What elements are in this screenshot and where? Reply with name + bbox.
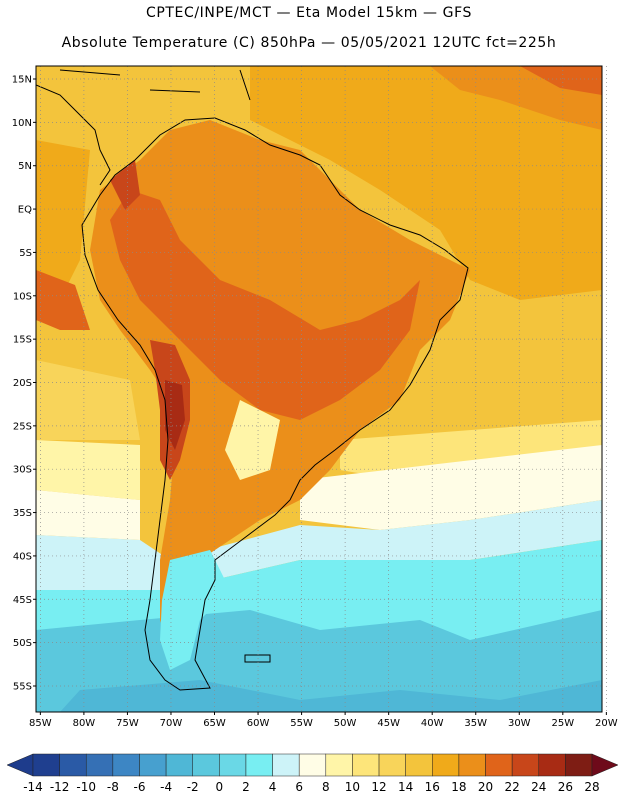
colorbar-cell <box>325 753 353 777</box>
field-north-andes <box>110 160 140 210</box>
field-patagonia <box>160 550 230 670</box>
colorbar-cell <box>565 753 593 777</box>
colorbar-label: -12 <box>50 780 70 794</box>
lon-tick-label: 80W <box>73 718 96 729</box>
lat-tick-label: 35S <box>13 508 32 519</box>
colorbar-cell <box>511 753 540 777</box>
colorbar-cell <box>538 753 566 777</box>
lon-tick-label: 60W <box>247 718 270 729</box>
field-ocean-ne <box>250 66 602 300</box>
central-america-coastline <box>36 84 111 186</box>
lat-tick-label: 25S <box>13 421 32 432</box>
south-america-coastline <box>81 117 469 691</box>
colorbar-cell <box>458 753 486 777</box>
colorbar-label: -14 <box>23 780 43 794</box>
lon-tick-label: 65W <box>203 718 226 729</box>
colorbar-label: 18 <box>451 780 466 794</box>
colorbar-label: -8 <box>107 780 119 794</box>
colorbar-label: 24 <box>531 780 546 794</box>
map-frame <box>35 65 603 713</box>
caribbean-islands <box>59 69 251 101</box>
colorbar-cell <box>32 753 60 777</box>
field-cold-deep <box>60 680 602 712</box>
colorbar-label: -6 <box>133 780 145 794</box>
lat-tick-label: 10S <box>13 291 32 302</box>
axis-ticks: 15N 10N 5N EQ 5S 10S 15S 20S 25S 30S 35S 40S 45S 50S 5… <box>12 75 618 729</box>
lon-tick-label: 75W <box>116 718 139 729</box>
colorbar-cell <box>352 753 380 777</box>
colorbar-label: -2 <box>187 780 199 794</box>
lon-tick-label: 45W <box>377 718 400 729</box>
field-ocean-yellow <box>36 360 140 440</box>
colorbar-label: 26 <box>558 780 573 794</box>
map-title: CPTEC/INPE/MCT — Eta Model 15km — GFS <box>145 5 473 21</box>
field-ocean-ne-hotter <box>520 66 602 95</box>
field-atlantic-cream <box>300 445 602 530</box>
lat-tick-label: 10N <box>12 118 32 129</box>
colorbar-cell <box>245 753 273 777</box>
colorbar-label: 22 <box>505 780 520 794</box>
field-pacific-hot <box>36 270 90 330</box>
lon-tick-label: 55W <box>290 718 313 729</box>
lon-tick-label: 20W <box>595 718 618 729</box>
field-pacific-light <box>36 490 140 540</box>
field-andes-peak <box>165 380 185 450</box>
lat-tick-label: 15N <box>12 75 32 86</box>
colorbar-cell <box>432 753 460 777</box>
colorbar-label: 8 <box>322 780 330 794</box>
colorbar-cell <box>219 753 247 777</box>
colorbar-cell <box>85 753 114 777</box>
lat-tick-label: EQ <box>18 205 32 216</box>
lat-tick-label: 45S <box>13 595 32 606</box>
colorbar-cell <box>272 753 300 777</box>
lat-tick-label: 20S <box>13 378 32 389</box>
colorbar-cell <box>405 753 433 777</box>
colorbar-cell <box>485 753 513 777</box>
colorbar-label: 12 <box>371 780 386 794</box>
map-subtitle: Absolute Temperature (C) 850hPa — 05/05/… <box>61 35 557 51</box>
colorbar-label: 16 <box>425 780 440 794</box>
colorbar-label: 14 <box>398 780 413 794</box>
colorbar-high-arrow <box>591 753 618 777</box>
colorbar-low-arrow <box>6 753 34 777</box>
colorbar-label: 20 <box>478 780 493 794</box>
lat-tick-label: 30S <box>13 465 32 476</box>
colorbar-cell <box>59 753 87 777</box>
colorbar-label: 6 <box>295 780 303 794</box>
lon-tick-label: 85W <box>29 718 52 729</box>
colorbar-label: -10 <box>76 780 96 794</box>
colorbar-label: -4 <box>160 780 172 794</box>
coastlines <box>36 69 469 691</box>
field-pacific-cream <box>36 440 140 500</box>
lon-tick-label: 25W <box>552 718 575 729</box>
field-pacific-west <box>36 140 90 300</box>
colorbar-cell <box>112 753 140 777</box>
lat-tick-label: 50S <box>13 638 32 649</box>
lon-tick-label: 35W <box>464 718 487 729</box>
lat-tick-label: 5N <box>18 161 32 172</box>
colorbar-cell <box>298 753 327 777</box>
field-plata-pale <box>225 400 280 480</box>
lat-tick-label: 55S <box>13 681 32 692</box>
colorbar-cell <box>378 753 406 777</box>
colorbar-label: 28 <box>584 780 599 794</box>
colorbar-label: 2 <box>242 780 250 794</box>
colorbar-label: 0 <box>216 780 224 794</box>
falklands <box>244 654 271 663</box>
lon-tick-label: 40W <box>421 718 444 729</box>
field-land-hot <box>110 190 420 420</box>
lat-tick-label: 5S <box>19 248 32 259</box>
lat-tick-label: 15S <box>13 335 32 346</box>
colorbar-cell <box>192 753 220 777</box>
lon-tick-label: 30W <box>508 718 531 729</box>
colorbar-cell <box>165 753 193 777</box>
lon-tick-label: 70W <box>160 718 183 729</box>
lat-tick-label: 40S <box>13 551 32 562</box>
colorbar-cell <box>139 753 167 777</box>
colorbar-label: 10 <box>345 780 360 794</box>
colorbar-label: 4 <box>269 780 277 794</box>
lon-tick-label: 50W <box>334 718 357 729</box>
